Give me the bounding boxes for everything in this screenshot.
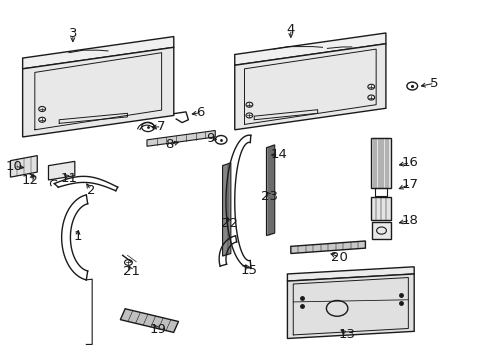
Text: 12: 12 bbox=[21, 174, 39, 186]
Text: 23: 23 bbox=[261, 190, 278, 203]
Polygon shape bbox=[234, 33, 385, 65]
Polygon shape bbox=[22, 47, 173, 137]
Polygon shape bbox=[147, 131, 215, 146]
Text: 14: 14 bbox=[270, 148, 286, 161]
Text: 4: 4 bbox=[286, 23, 294, 36]
Text: 22: 22 bbox=[221, 217, 238, 230]
Text: 5: 5 bbox=[429, 77, 438, 90]
Text: 15: 15 bbox=[241, 264, 257, 277]
Text: 1: 1 bbox=[73, 230, 82, 243]
Text: 19: 19 bbox=[149, 323, 166, 336]
Text: 17: 17 bbox=[401, 178, 418, 191]
Text: 3: 3 bbox=[68, 27, 77, 40]
Polygon shape bbox=[290, 241, 365, 253]
Polygon shape bbox=[371, 222, 390, 239]
Text: 18: 18 bbox=[401, 214, 418, 227]
Text: 20: 20 bbox=[330, 251, 347, 264]
Text: 21: 21 bbox=[122, 265, 140, 278]
Polygon shape bbox=[22, 37, 173, 69]
Polygon shape bbox=[370, 138, 390, 188]
Polygon shape bbox=[287, 267, 413, 281]
Polygon shape bbox=[234, 44, 385, 130]
Polygon shape bbox=[120, 309, 178, 332]
Text: 2: 2 bbox=[86, 184, 95, 197]
Text: 8: 8 bbox=[164, 138, 173, 151]
Polygon shape bbox=[266, 145, 274, 235]
Polygon shape bbox=[370, 197, 390, 220]
Text: 10: 10 bbox=[6, 160, 23, 173]
Polygon shape bbox=[10, 156, 37, 177]
Polygon shape bbox=[222, 163, 230, 256]
Text: 16: 16 bbox=[401, 156, 418, 169]
Text: 13: 13 bbox=[338, 328, 355, 341]
Polygon shape bbox=[48, 161, 75, 180]
Polygon shape bbox=[287, 274, 413, 338]
Text: 7: 7 bbox=[157, 121, 165, 134]
Text: 6: 6 bbox=[196, 106, 204, 119]
Text: 9: 9 bbox=[206, 131, 214, 145]
Text: 11: 11 bbox=[61, 172, 77, 185]
